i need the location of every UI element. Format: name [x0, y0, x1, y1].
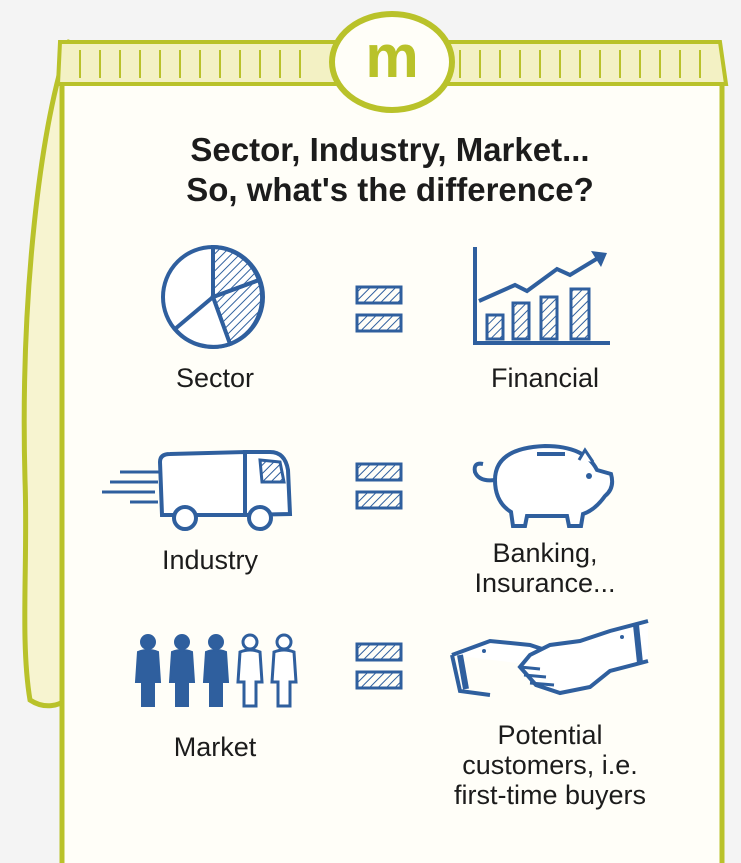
title-line-2: So, what's the difference?	[186, 171, 594, 208]
title-line-1: Sector, Industry, Market...	[190, 131, 590, 168]
page-title: Sector, Industry, Market... So, what's t…	[100, 130, 680, 210]
logo-text: m	[365, 23, 419, 90]
label-market: Market	[173, 732, 257, 762]
logo-circle	[329, 11, 455, 113]
equals-icon	[355, 462, 403, 510]
handshake-icon	[450, 619, 649, 697]
pie-chart-icon	[161, 245, 265, 349]
label-financial: Financial	[490, 363, 600, 393]
bar-chart-growth-icon	[473, 247, 610, 345]
equals-icon	[355, 642, 403, 690]
label-industry: Industry	[161, 545, 259, 575]
label-potential-customers: Potential customers, i.e. first-time buy…	[453, 720, 647, 810]
delivery-truck-icon	[102, 449, 293, 531]
label-sector: Sector	[175, 363, 255, 393]
people-group-icon	[134, 633, 298, 708]
label-banking-insurance: Banking, Insurance...	[474, 538, 616, 598]
piggy-bank-icon	[472, 443, 615, 528]
equals-icon	[355, 285, 403, 333]
